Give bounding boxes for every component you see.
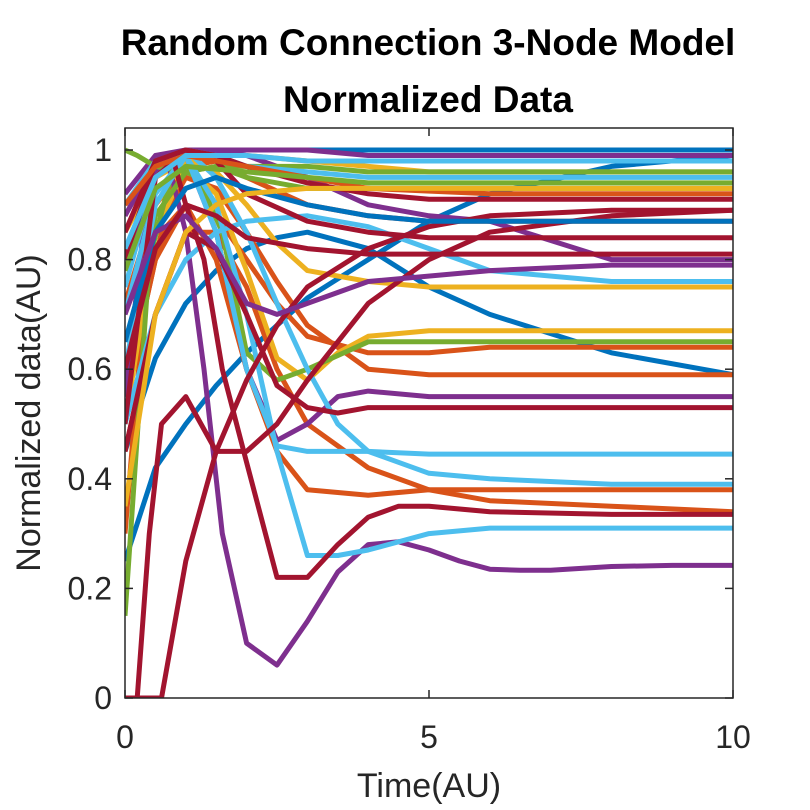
- series-line-25: [125, 158, 733, 580]
- series-line-30: [125, 174, 733, 343]
- y-tick-label-0.2: 0.2: [68, 570, 112, 606]
- series-line-15: [125, 147, 733, 196]
- series-line-35: [125, 153, 733, 250]
- x-tick-label-10: 10: [715, 719, 751, 755]
- y-tick-label-0.6: 0.6: [68, 351, 112, 387]
- series-line-2: [125, 229, 733, 453]
- y-tick-label-0: 0: [94, 680, 112, 716]
- x-tick-label-5: 5: [420, 719, 438, 755]
- y-axis-label: Normalized data(AU): [10, 254, 48, 571]
- series-line-32: [125, 185, 733, 507]
- y-tick-label-1: 1: [94, 132, 112, 168]
- series-line-24: [125, 207, 733, 698]
- y-tick-label-0.4: 0.4: [68, 461, 112, 497]
- y-tick-label-0.8: 0.8: [68, 242, 112, 278]
- series-line-29: [125, 207, 733, 698]
- series-line-36: [125, 202, 733, 370]
- series-line-23: [125, 213, 733, 425]
- chart-title-line-2: Normalized Data: [283, 79, 573, 120]
- chart-title-line-1: Random Connection 3-Node Model: [121, 22, 736, 63]
- series-line-34: [125, 163, 733, 272]
- tick-layer: 0 5 10 0 0.2 0.4 0.6 0.8 1: [68, 128, 751, 755]
- x-tick-label-0: 0: [116, 719, 134, 755]
- series-line-28: [125, 147, 733, 234]
- x-axis-label: Time(AU): [357, 767, 501, 805]
- series-layer: [125, 147, 733, 698]
